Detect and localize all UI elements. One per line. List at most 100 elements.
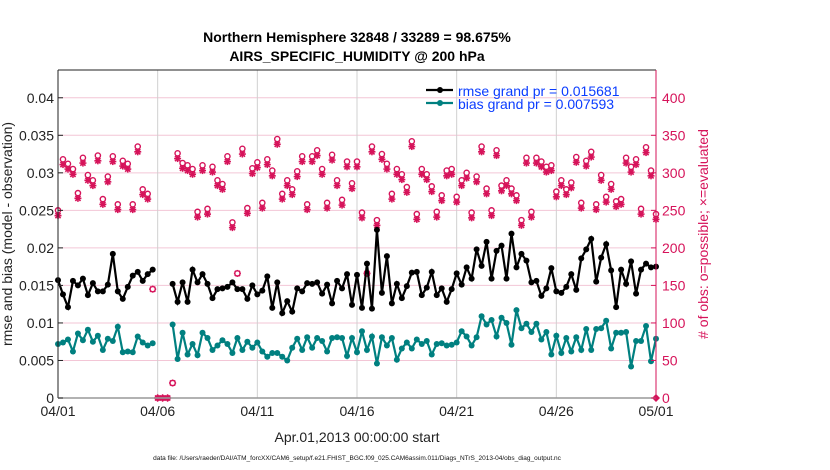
rmse-point [174, 298, 181, 305]
rmse-point [319, 290, 326, 297]
asterisk-stroke [647, 172, 655, 179]
asterisk-stroke [448, 171, 455, 178]
evaluated-marker [323, 204, 331, 212]
asterisk-stroke [333, 182, 341, 189]
asterisk-stroke [338, 201, 346, 209]
evaluated-marker [622, 159, 630, 167]
evaluated-marker [473, 178, 481, 186]
possible-marker [388, 190, 396, 198]
possible-marker [448, 165, 455, 173]
bias-point [79, 337, 86, 344]
rmse-point [518, 250, 525, 257]
possible-marker [503, 177, 510, 184]
possible-marker [348, 180, 356, 187]
possible-marker [398, 171, 406, 178]
bias-point [299, 346, 306, 353]
bias-point [179, 329, 186, 336]
asterisk-stroke [642, 149, 650, 156]
possible-marker [273, 135, 281, 143]
asterisk-stroke [219, 186, 226, 193]
y-tick-label-left: 0.02 [27, 240, 54, 256]
bias-point [214, 342, 221, 349]
bias-point [403, 339, 410, 346]
rmse-point [264, 273, 271, 280]
bias-point [244, 338, 251, 345]
possible-marker [263, 156, 271, 163]
rmse-point [104, 281, 111, 288]
possible-marker [582, 157, 590, 165]
bias-point [523, 320, 530, 327]
asterisk-stroke [433, 213, 440, 221]
rmse-point [214, 286, 221, 293]
bias-point [119, 349, 126, 356]
asterisk-stroke [318, 171, 326, 178]
possible-marker [288, 186, 296, 193]
asterisk-stroke [453, 198, 460, 206]
asterisk-stroke [553, 193, 560, 201]
asterisk-stroke [468, 214, 475, 222]
possible-marker [423, 171, 431, 178]
y-tick-label-right: 250 [662, 202, 686, 218]
possible-marker [214, 177, 221, 184]
rmse-point [189, 266, 196, 273]
asterisk-stroke [304, 206, 311, 213]
asterisk-stroke [483, 190, 490, 198]
evaluated-marker [129, 206, 137, 214]
rmse-point [114, 288, 121, 295]
bias-point [239, 346, 246, 353]
asterisk-stroke [134, 148, 141, 155]
rmse-point [89, 280, 96, 287]
asterisk-stroke [438, 197, 445, 204]
bias-point [383, 342, 390, 349]
y-tick-label-left: 0 [46, 390, 54, 406]
bias-point [64, 336, 71, 343]
asterisk-stroke [259, 204, 266, 212]
bias-point [254, 339, 261, 346]
possible-marker [209, 163, 216, 171]
y-tick-label-left: 0.04 [27, 90, 54, 106]
bias-point [398, 345, 405, 352]
y-tick-label-right: 200 [662, 240, 686, 256]
y-axis-left-label: rmse and bias (model - observation) [0, 122, 15, 346]
rmse-point [448, 286, 455, 293]
evaluated-marker [318, 170, 326, 178]
asterisk-stroke [423, 176, 430, 183]
bias-point [528, 328, 535, 335]
bias-point [99, 346, 106, 353]
bias-point [219, 337, 226, 344]
possible-marker [244, 204, 251, 212]
possible-marker [89, 177, 97, 184]
asterisk-stroke [249, 170, 256, 177]
x-tick-label: 04/26 [539, 403, 574, 419]
rmse-point [513, 264, 520, 271]
bias-point [483, 321, 490, 328]
possible-marker [278, 190, 286, 198]
possible-marker [124, 160, 132, 168]
possible-marker [353, 158, 361, 165]
rmse-point [144, 271, 151, 278]
asterisk-stroke [254, 164, 261, 171]
bias-point [428, 351, 435, 358]
bias-point [453, 339, 460, 346]
bias-point [134, 333, 141, 340]
rmse-point [578, 255, 585, 262]
rmse-point [458, 281, 465, 288]
plot-marks [54, 135, 660, 402]
rmse-point [134, 268, 141, 275]
asterisk-stroke [353, 163, 361, 170]
rmse-point [74, 282, 81, 289]
evaluated-marker [328, 156, 336, 164]
rmse-point [284, 298, 291, 305]
rmse-point [219, 285, 226, 292]
asterisk-stroke [513, 197, 520, 204]
y-tick-label-right: 0 [662, 390, 670, 406]
rmse-point [234, 286, 241, 293]
x-tick-label: 05/01 [638, 403, 673, 419]
rmse-point [548, 265, 555, 272]
chart-title-line1: Northern Hemisphere 32848 / 33289 = 98.6… [203, 29, 511, 45]
possible-marker [463, 169, 470, 177]
possible-marker [548, 162, 555, 169]
rmse-point [508, 230, 515, 237]
asterisk-stroke [114, 206, 121, 213]
bias-point [618, 329, 625, 336]
